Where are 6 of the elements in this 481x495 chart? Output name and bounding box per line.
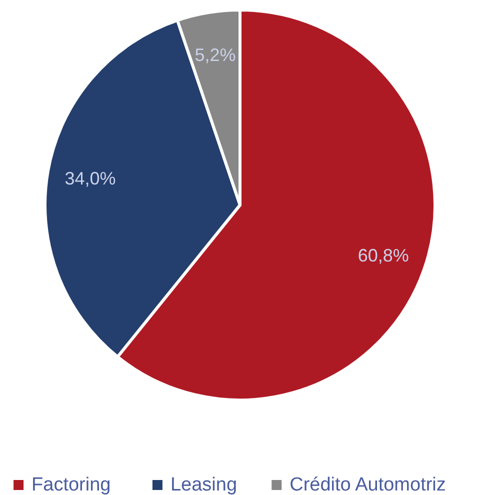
data-label: 5,2% <box>194 44 236 65</box>
legend-label: Factoring <box>32 474 111 495</box>
data-label: 60,8% <box>358 246 409 266</box>
legend-label: Crédito Automotriz <box>290 474 446 495</box>
legend-label: Leasing <box>170 474 238 495</box>
data-label: 34,0% <box>64 168 116 188</box>
